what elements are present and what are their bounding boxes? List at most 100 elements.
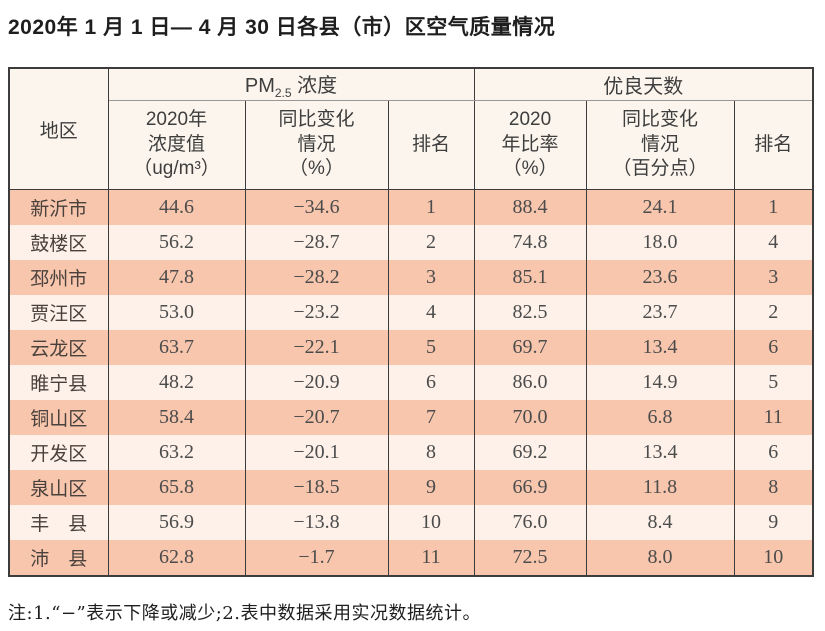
col-header-good-rank: 排名: [733, 100, 814, 190]
region-cell: 泉山区: [8, 470, 109, 505]
table-row: 铜山区 58.4 −20.7 7 70.0 6.8 11: [8, 400, 814, 435]
pm25-label-rest: 浓度: [291, 75, 338, 97]
pm-rank-cell: 7: [387, 400, 475, 435]
good-rate-cell: 69.7: [473, 330, 587, 365]
table-header: 地区 PM2.5 浓度 优良天数 2020年 浓度值 （ug/m³） 同比变化 …: [8, 68, 814, 190]
pm-value-cell: 62.8: [107, 540, 246, 576]
region-cell: 云龙区: [8, 330, 109, 365]
table-row: 邳州市 47.8 −28.2 3 85.1 23.6 3: [8, 260, 814, 295]
good-rank-cell: 11: [733, 400, 814, 435]
footnote: 注:1.“−”表示下降或减少;2.表中数据采用实况数据统计。: [8, 603, 481, 624]
pm-rank-cell: 6: [387, 365, 475, 400]
table-row: 贾汪区 53.0 −23.2 4 82.5 23.7 2: [8, 295, 814, 330]
pm-change-cell: −22.1: [244, 330, 389, 365]
col-group-pm25: PM2.5 浓度: [107, 68, 475, 101]
region-cell: 睢宁县: [8, 365, 109, 400]
col-header-good-rate: 2020 年比率 （%）: [473, 100, 587, 190]
table-row: 沛 县 62.8 −1.7 11 72.5 8.0 10: [8, 540, 814, 576]
good-rate-cell: 69.2: [473, 435, 587, 470]
table-row: 睢宁县 48.2 −20.9 6 86.0 14.9 5: [8, 365, 814, 400]
pm-rank-cell: 11: [387, 540, 475, 576]
good-rate-cell: 72.5: [473, 540, 587, 576]
good-rank-cell: 9: [733, 505, 814, 540]
header-sub-row: 2020年 浓度值 （ug/m³） 同比变化 情况 （%） 排名 2020 年比…: [9, 100, 814, 190]
good-rate-cell: 74.8: [473, 225, 587, 260]
table-row: 鼓楼区 56.2 −28.7 2 74.8 18.0 4: [8, 225, 814, 260]
pm25-label-subscript: 2.5: [274, 86, 292, 100]
col-header-pm-change: 同比变化 情况 （%）: [244, 100, 389, 190]
pm-value-cell: 63.7: [107, 330, 246, 365]
pm-value-cell: 65.8: [107, 470, 246, 505]
good-change-cell: 6.8: [585, 400, 735, 435]
pm25-label-prefix: PM: [244, 75, 275, 97]
pm-rank-cell: 4: [387, 295, 475, 330]
pm-change-cell: −23.2: [244, 295, 389, 330]
good-rank-cell: 8: [733, 470, 814, 505]
pm-change-cell: −20.9: [244, 365, 389, 400]
air-quality-table: 地区 PM2.5 浓度 优良天数 2020年 浓度值 （ug/m³） 同比变化 …: [8, 67, 815, 577]
pm-rank-cell: 10: [387, 505, 475, 540]
good-change-cell: 8.0: [585, 540, 735, 576]
region-cell: 新沂市: [8, 189, 109, 225]
pm-value-cell: 56.9: [107, 505, 246, 540]
pm-rank-cell: 5: [387, 330, 475, 365]
good-rank-cell: 10: [733, 540, 814, 576]
table-row: 新沂市 44.6 −34.6 1 88.4 24.1 1: [8, 189, 814, 225]
pm-change-cell: −34.6: [244, 189, 389, 225]
good-rank-cell: 6: [733, 330, 814, 365]
good-rate-cell: 70.0: [473, 400, 587, 435]
pm-value-cell: 63.2: [107, 435, 246, 470]
page-title: 2020年 1 月 1 日— 4 月 30 日各县（市）区空气质量情况: [8, 16, 556, 39]
pm-value-cell: 58.4: [107, 400, 246, 435]
pm-value-cell: 53.0: [107, 295, 246, 330]
good-change-cell: 8.4: [585, 505, 735, 540]
pm-value-cell: 56.2: [107, 225, 246, 260]
good-change-cell: 23.6: [585, 260, 735, 295]
pm-change-cell: −28.2: [244, 260, 389, 295]
good-rank-cell: 4: [733, 225, 814, 260]
good-change-cell: 23.7: [585, 295, 735, 330]
region-cell: 开发区: [8, 435, 109, 470]
pm-change-cell: −13.8: [244, 505, 389, 540]
good-rank-cell: 6: [733, 435, 814, 470]
good-rank-cell: 3: [733, 260, 814, 295]
table-row: 开发区 63.2 −20.1 8 69.2 13.4 6: [8, 435, 814, 470]
table-row: 丰 县 56.9 −13.8 10 76.0 8.4 9: [8, 505, 814, 540]
col-group-good-days: 优良天数: [473, 68, 814, 101]
col-header-pm-rank: 排名: [387, 100, 475, 190]
table-row: 云龙区 63.7 −22.1 5 69.7 13.4 6: [8, 330, 814, 365]
pm-change-cell: −28.7: [244, 225, 389, 260]
region-cell: 铜山区: [8, 400, 109, 435]
good-change-cell: 14.9: [585, 365, 735, 400]
region-cell: 沛 县: [8, 540, 109, 576]
good-rate-cell: 85.1: [473, 260, 587, 295]
good-rank-cell: 5: [733, 365, 814, 400]
pm-rank-cell: 1: [387, 189, 475, 225]
table-row: 泉山区 65.8 −18.5 9 66.9 11.8 8: [8, 470, 814, 505]
pm-value-cell: 47.8: [107, 260, 246, 295]
good-rate-cell: 82.5: [473, 295, 587, 330]
pm-change-cell: −20.7: [244, 400, 389, 435]
col-header-good-change: 同比变化 情况 （百分点）: [585, 100, 735, 190]
good-change-cell: 13.4: [585, 435, 735, 470]
pm-change-cell: −20.1: [244, 435, 389, 470]
region-cell: 贾汪区: [8, 295, 109, 330]
good-change-cell: 11.8: [585, 470, 735, 505]
good-rate-cell: 86.0: [473, 365, 587, 400]
region-cell: 丰 县: [8, 505, 109, 540]
col-header-region: 地区: [8, 68, 109, 190]
pm-rank-cell: 3: [387, 260, 475, 295]
pm-value-cell: 44.6: [107, 189, 246, 225]
pm-change-cell: −1.7: [244, 540, 389, 576]
good-rate-cell: 76.0: [473, 505, 587, 540]
good-rate-cell: 66.9: [473, 470, 587, 505]
pm-value-cell: 48.2: [107, 365, 246, 400]
pm-rank-cell: 9: [387, 470, 475, 505]
good-rank-cell: 2: [733, 295, 814, 330]
good-rank-cell: 1: [733, 189, 814, 225]
pm-rank-cell: 2: [387, 225, 475, 260]
pm-change-cell: −18.5: [244, 470, 389, 505]
good-change-cell: 13.4: [585, 330, 735, 365]
good-change-cell: 24.1: [585, 189, 735, 225]
good-change-cell: 18.0: [585, 225, 735, 260]
